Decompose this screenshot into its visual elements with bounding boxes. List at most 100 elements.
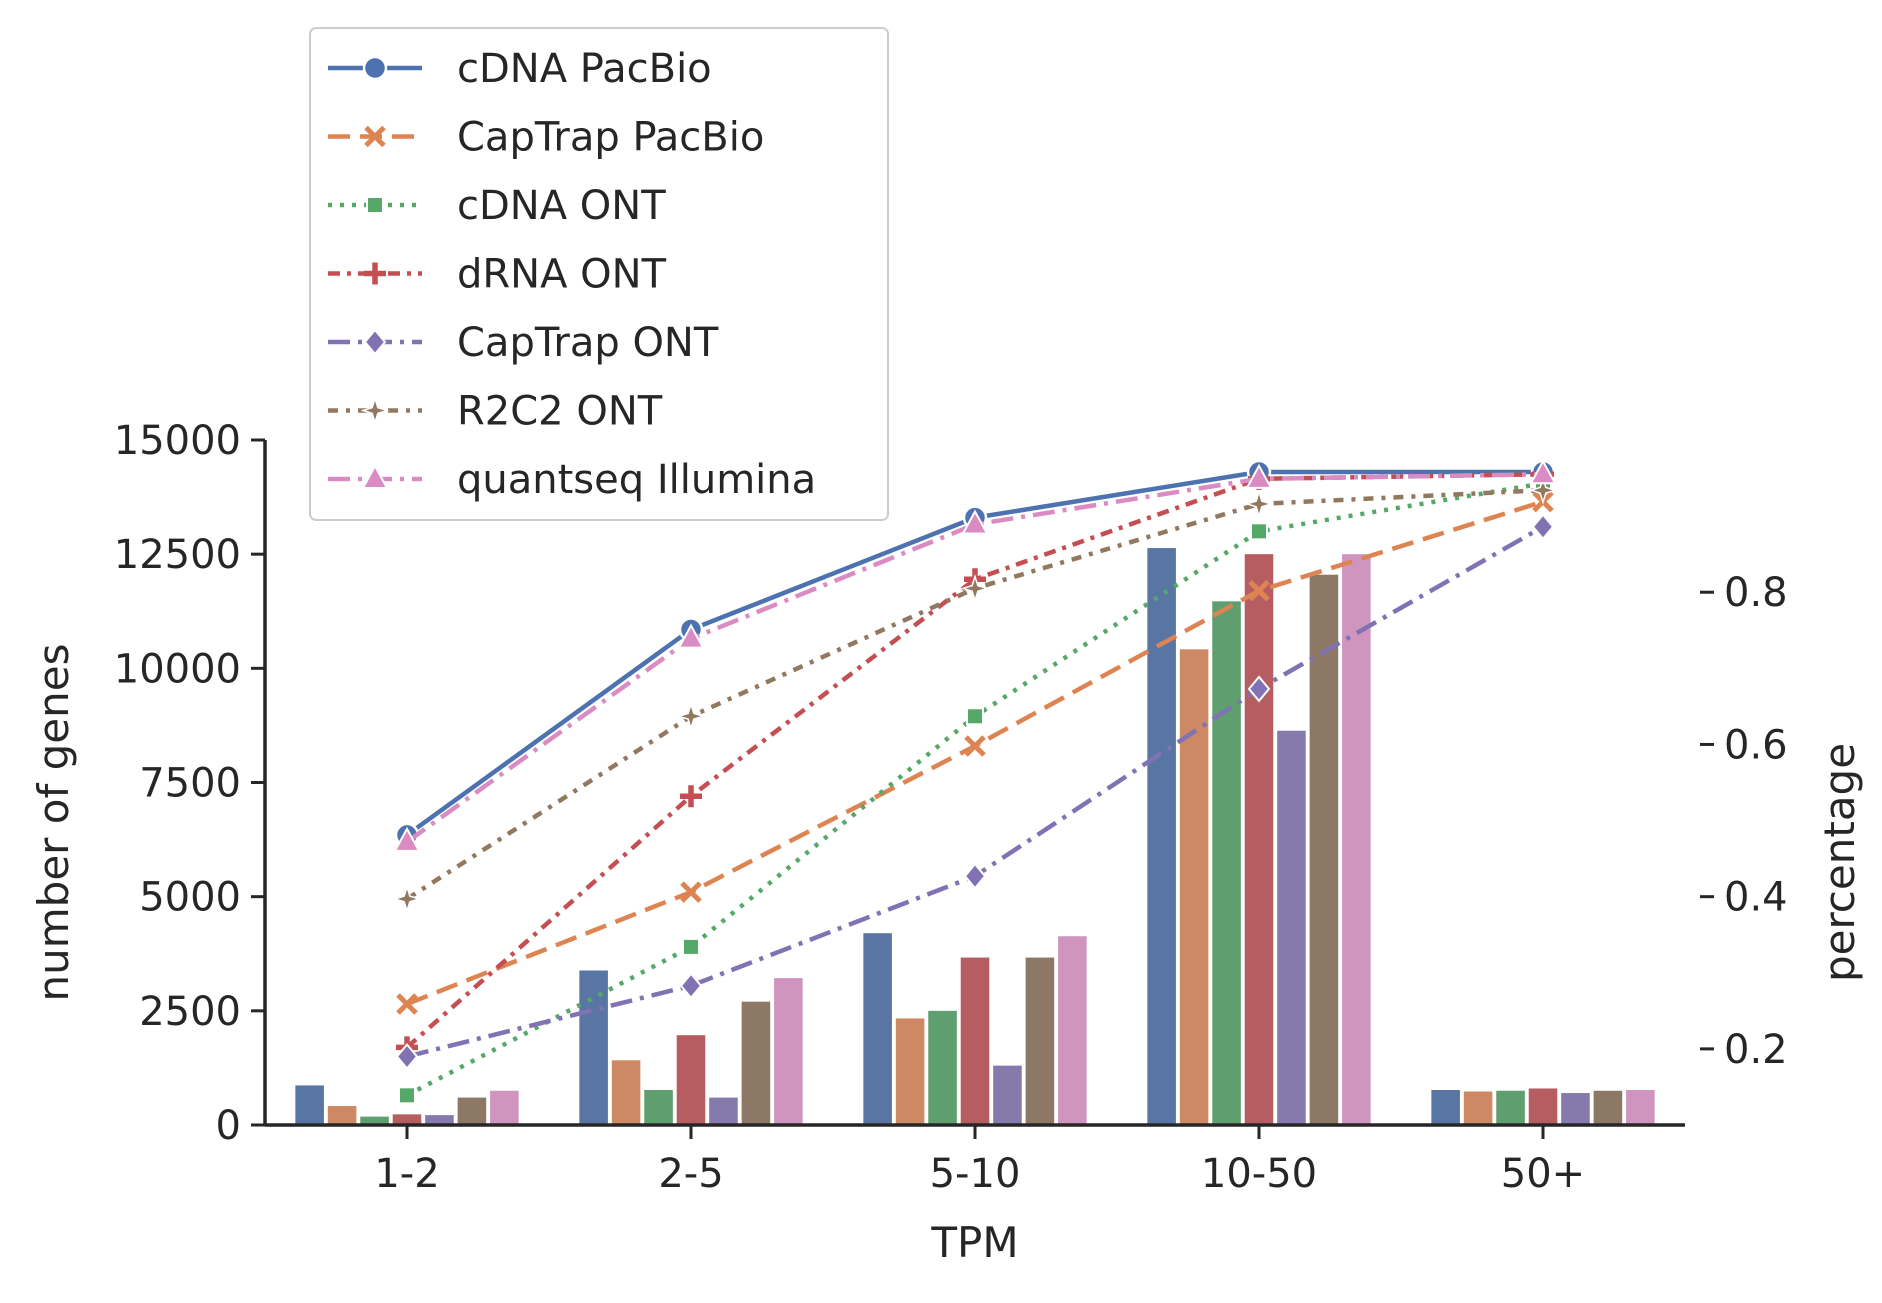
bar <box>644 1089 673 1125</box>
legend-box <box>309 27 889 521</box>
legend-entry: dRNA ONT <box>328 252 667 298</box>
bar <box>1496 1090 1525 1125</box>
data-point <box>966 707 984 726</box>
bar <box>327 1105 357 1125</box>
bar <box>1463 1091 1493 1125</box>
bar <box>1431 1089 1460 1125</box>
data-point <box>392 884 422 914</box>
data-point <box>961 509 989 535</box>
axes-layer: TPM number of genes percentage 0 2500 5000… <box>29 418 1864 1267</box>
data-point <box>361 463 389 489</box>
bar <box>490 1090 519 1125</box>
bar <box>611 1060 641 1125</box>
legend-label: R2C2 ONT <box>457 389 663 435</box>
y2-axis-title: percentage <box>1815 743 1864 982</box>
bar <box>457 1097 487 1125</box>
data-point <box>680 785 702 808</box>
bar <box>1626 1089 1655 1125</box>
data-point <box>960 573 990 603</box>
legend: cDNA PacBio CapTrap PacBio cDNA ONT dRNA ON… <box>309 27 889 521</box>
bar <box>1147 548 1176 1125</box>
legend-label: quantseq Illumina <box>457 457 816 503</box>
bar <box>741 1001 771 1125</box>
data-point <box>362 55 388 81</box>
y-tick-label: 15000 <box>114 418 241 464</box>
y-tick-label: 0 <box>216 1103 241 1149</box>
bar <box>360 1116 389 1125</box>
bar <box>1025 957 1055 1125</box>
bar <box>1342 554 1371 1125</box>
legend-label: cDNA PacBio <box>457 46 712 92</box>
data-point <box>1248 579 1270 602</box>
bar <box>928 1010 957 1125</box>
data-point <box>366 196 384 214</box>
bar <box>1277 730 1306 1125</box>
bar <box>425 1115 454 1125</box>
data-point <box>363 328 387 356</box>
data-point <box>396 993 418 1015</box>
data-point <box>680 881 702 903</box>
y-axis-title: number of genes <box>29 644 78 1002</box>
data-point <box>1247 675 1271 703</box>
legend-label: CapTrap ONT <box>457 320 719 366</box>
data-point <box>676 701 706 731</box>
bar <box>1561 1093 1590 1125</box>
legend-entry: quantseq Illumina <box>328 457 816 503</box>
bar <box>1179 649 1209 1125</box>
data-point <box>393 826 421 852</box>
data-point <box>1528 475 1558 505</box>
bar <box>392 1114 422 1125</box>
data-point <box>364 125 386 148</box>
data-point <box>395 1042 419 1071</box>
data-point <box>963 862 987 890</box>
bar <box>863 933 892 1125</box>
data-point <box>1245 463 1273 489</box>
bar <box>1528 1088 1558 1125</box>
x-tick-label: 5-10 <box>930 1151 1021 1197</box>
y-tick-label: 12500 <box>114 532 241 578</box>
y-tick-label: 2500 <box>139 989 241 1035</box>
legend-label: CapTrap PacBio <box>457 115 764 161</box>
bar <box>993 1065 1022 1125</box>
series-line <box>405 487 1544 901</box>
bar <box>774 978 803 1125</box>
x-tick-label: 2-5 <box>658 1151 723 1197</box>
legend-entry: CapTrap ONT <box>328 320 719 366</box>
data-point <box>364 262 386 285</box>
bar <box>1212 601 1241 1125</box>
bars-layer <box>295 548 1655 1125</box>
data-point <box>360 395 390 426</box>
bar <box>1593 1090 1623 1125</box>
x-axis-title: TPM <box>930 1218 1018 1267</box>
x-tick-label: 10-50 <box>1201 1151 1317 1197</box>
data-point <box>964 735 986 757</box>
data-point <box>677 623 705 649</box>
bar <box>676 1035 706 1125</box>
bar <box>1309 574 1339 1125</box>
y2-tick-label: 0.4 <box>1724 875 1788 921</box>
bar <box>1058 936 1087 1125</box>
bar <box>1244 554 1274 1125</box>
x-tick-label: 1-2 <box>374 1151 439 1197</box>
lines-layer <box>392 459 1558 1105</box>
y-tick-label: 5000 <box>139 875 241 921</box>
x-tick-label: 50+ <box>1501 1151 1585 1197</box>
series-line <box>405 472 1544 1050</box>
y2-tick-label: 0.8 <box>1724 570 1788 616</box>
data-point <box>1244 489 1274 519</box>
legend-label: cDNA ONT <box>457 183 666 229</box>
data-point <box>398 1086 416 1105</box>
data-point <box>682 937 700 956</box>
y2-tick-label: 0.2 <box>1724 1027 1788 1073</box>
legend-entry: cDNA PacBio <box>328 46 712 92</box>
y2-tick-label: 0.6 <box>1724 722 1788 768</box>
bar <box>579 970 608 1125</box>
legend-entry: CapTrap PacBio <box>328 115 764 161</box>
bar <box>295 1085 324 1125</box>
bar <box>709 1097 738 1125</box>
legend-entry: R2C2 ONT <box>328 389 663 435</box>
data-point <box>1250 522 1268 541</box>
bar <box>960 957 990 1125</box>
